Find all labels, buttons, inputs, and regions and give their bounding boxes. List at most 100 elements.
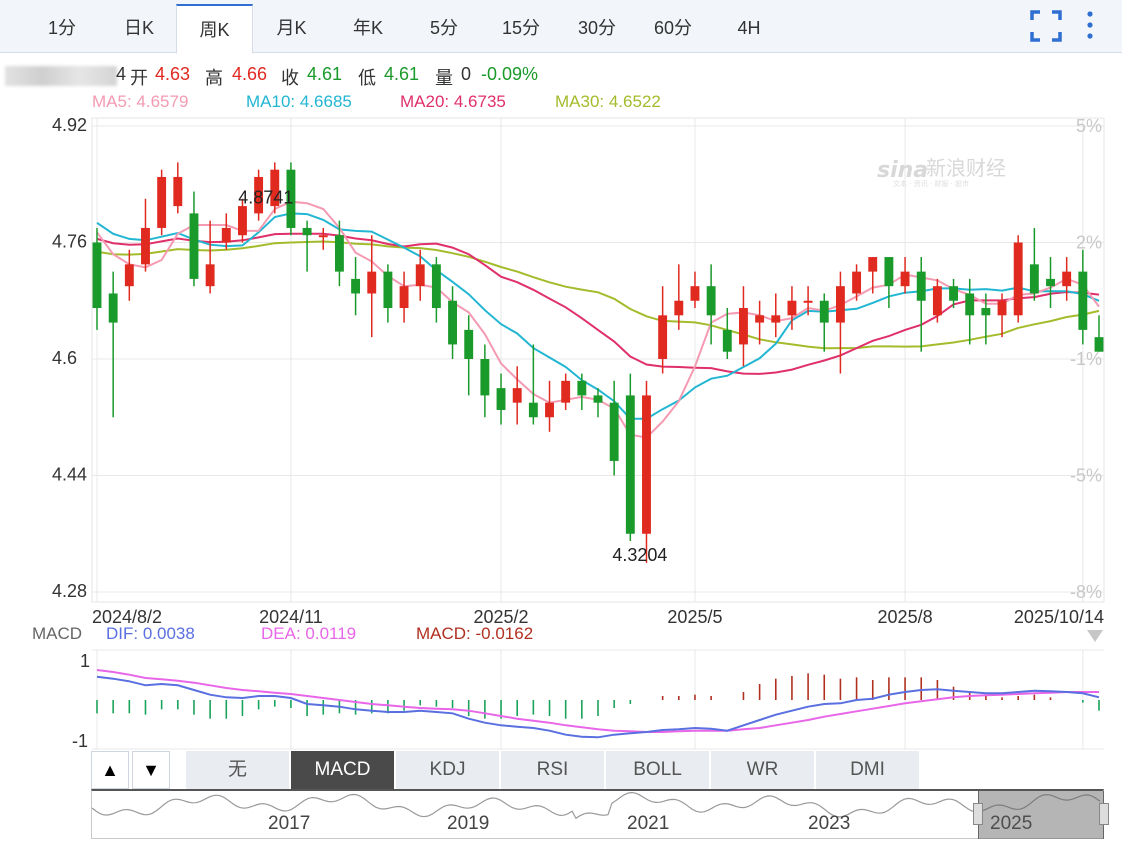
candle[interactable] (496, 373, 506, 425)
candle[interactable] (431, 257, 441, 323)
indicator-tab-macd[interactable]: MACD (291, 751, 395, 789)
navigator-right-handle[interactable] (1099, 803, 1109, 825)
candle-body (1062, 271, 1072, 287)
scroll-up-button[interactable]: ▲ (91, 751, 129, 789)
tab-5min[interactable]: 5分 (429, 18, 458, 38)
indicator-tab-boll[interactable]: BOLL (606, 751, 710, 789)
candle-body (1094, 337, 1104, 352)
candle[interactable] (512, 366, 522, 425)
candle[interactable] (561, 373, 571, 410)
candle[interactable] (642, 380, 651, 563)
candlestick-chart[interactable]: sina 新浪财经 文本 · 资讯 · 财报 · 股市 4.92 4.76 4.6 4… (0, 0, 1122, 627)
candle[interactable] (658, 286, 668, 374)
candle[interactable] (1094, 315, 1104, 352)
candle[interactable] (900, 257, 910, 294)
candle[interactable] (593, 388, 603, 418)
candle[interactable] (545, 380, 554, 432)
candle[interactable] (189, 191, 199, 287)
candle[interactable] (868, 257, 878, 294)
macd-value-legend: MACD: -0.0162 (416, 624, 534, 643)
candle[interactable] (916, 257, 926, 352)
candle[interactable] (124, 249, 134, 301)
candle[interactable] (690, 271, 700, 309)
candle[interactable] (367, 235, 377, 338)
candle[interactable] (205, 220, 215, 294)
indicator-tab-wr[interactable]: WR (711, 751, 815, 789)
candle[interactable] (739, 286, 748, 367)
candle[interactable] (383, 264, 393, 323)
candle[interactable] (884, 257, 894, 309)
candle[interactable] (965, 278, 975, 345)
candle[interactable] (92, 227, 102, 330)
tab-30min[interactable]: 30分 (577, 18, 617, 38)
candle[interactable] (351, 257, 361, 316)
candle[interactable] (932, 278, 942, 323)
candle-body (448, 300, 457, 345)
candle[interactable] (706, 264, 716, 345)
candle[interactable] (141, 198, 150, 272)
candle[interactable] (852, 264, 862, 301)
candle[interactable] (318, 227, 328, 250)
candle-body (965, 293, 975, 316)
navigator-squiggle (91, 791, 1101, 820)
candle[interactable] (157, 169, 167, 236)
candle[interactable] (254, 169, 264, 221)
candle[interactable] (949, 278, 958, 309)
candle[interactable] (755, 300, 765, 345)
candle[interactable] (286, 162, 296, 236)
candle[interactable] (173, 162, 183, 214)
time-navigator[interactable]: 2017 2019 2021 2023 2025 (91, 789, 1109, 839)
candle[interactable] (609, 380, 619, 476)
indicator-tab-dmi[interactable]: DMI (816, 751, 920, 789)
candle[interactable] (997, 293, 1007, 338)
tab-monthly-k[interactable]: 月K (276, 18, 307, 38)
indicator-tab-rsi[interactable]: RSI (501, 751, 605, 789)
tab-yearly-k[interactable]: 年K (352, 18, 383, 38)
collapse-arrow-icon[interactable] (1086, 629, 1104, 643)
candle[interactable] (722, 308, 732, 359)
indicator-tab-none[interactable]: 无 (186, 751, 290, 789)
candle[interactable] (787, 286, 797, 330)
tab-daily-k[interactable]: 日K (123, 18, 154, 38)
candle-body (254, 176, 264, 214)
fullscreen-icon[interactable] (1030, 10, 1062, 42)
candle[interactable] (819, 293, 829, 352)
tab-60min[interactable]: 60分 (653, 18, 693, 38)
candle-body (157, 176, 167, 228)
candle[interactable] (108, 271, 118, 418)
navigator-selection[interactable] (973, 791, 1109, 839)
candle[interactable] (1046, 257, 1055, 309)
tab-4h[interactable]: 4H (737, 18, 761, 38)
indicator-tab-kdj[interactable]: KDJ (396, 751, 500, 789)
candle[interactable] (1078, 249, 1088, 345)
candle[interactable] (334, 220, 344, 287)
tab-15min[interactable]: 15分 (501, 18, 541, 38)
candle[interactable] (302, 220, 312, 272)
candle[interactable] (981, 293, 991, 345)
tab-weekly-k[interactable]: 周K (176, 4, 253, 54)
candle[interactable] (835, 271, 845, 374)
candle[interactable] (771, 293, 781, 338)
candle-body (642, 395, 651, 534)
navigator-left-handle[interactable] (973, 803, 983, 825)
candle[interactable] (1013, 235, 1023, 323)
candle[interactable] (415, 249, 425, 301)
candle[interactable] (1062, 257, 1072, 301)
candle[interactable] (528, 344, 538, 425)
candle[interactable] (270, 162, 280, 214)
tab-1min[interactable]: 1分 (47, 18, 76, 38)
candle[interactable] (448, 286, 457, 359)
candle[interactable] (577, 373, 587, 410)
candle[interactable] (480, 344, 490, 418)
more-vertical-icon[interactable] (1082, 10, 1114, 42)
candle[interactable] (1029, 227, 1039, 301)
scroll-down-button[interactable]: ▼ (132, 751, 170, 789)
dif-line (96, 675, 1100, 739)
candle[interactable] (399, 271, 409, 323)
candle[interactable] (221, 213, 231, 250)
candle[interactable] (238, 198, 247, 243)
candle[interactable] (674, 264, 684, 330)
candle[interactable] (464, 315, 474, 396)
candle[interactable] (625, 373, 635, 542)
candle[interactable] (803, 286, 813, 316)
